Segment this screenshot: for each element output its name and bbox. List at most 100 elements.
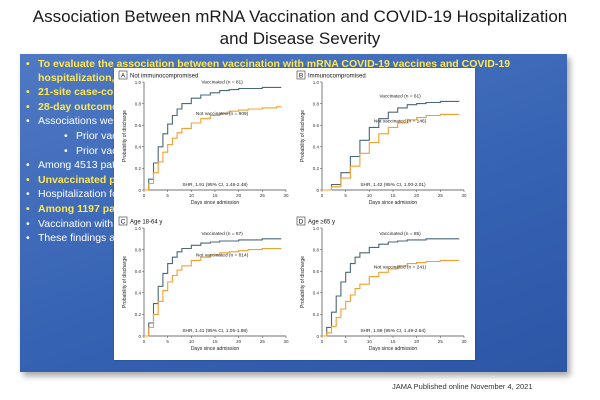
x-tick-label: 15: [212, 339, 218, 344]
y-axis-label: Probability of discharge: [122, 110, 128, 162]
y-axis-label: Probability of discharge: [300, 256, 306, 308]
series-line-not-vaccinated: [322, 259, 460, 337]
x-tick-label: 25: [260, 193, 266, 198]
y-tick-label: 0.2: [135, 312, 142, 317]
y-tick-label: 0.4: [313, 145, 320, 150]
x-tick-label: 0: [143, 193, 146, 198]
panel-letter: C: [121, 219, 126, 226]
panel-letter: B: [299, 73, 303, 80]
panel-title: Not immunocompromised: [130, 74, 198, 80]
y-axis-label: Probability of discharge: [300, 110, 306, 162]
series-label: Vaccinated (n = 81): [201, 79, 243, 85]
x-tick-label: 5: [344, 193, 347, 198]
x-tick-label: 15: [390, 193, 396, 198]
panel-title: Age 18-64 y: [130, 220, 162, 226]
x-tick-label: 20: [236, 193, 242, 198]
panel-title: Age ≥65 y: [308, 220, 335, 226]
panel-letter-box: [296, 70, 306, 80]
x-axis-label: Days since admission: [191, 346, 240, 352]
y-tick-label: 0.8: [135, 101, 142, 106]
x-tick-label: 5: [344, 339, 347, 344]
x-tick-label: 20: [236, 339, 242, 344]
x-tick-label: 30: [283, 193, 289, 198]
y-tick-label: 0: [316, 188, 319, 193]
x-tick-label: 10: [189, 339, 195, 344]
x-tick-label: 15: [212, 193, 218, 198]
panel-title: Immunocompromised: [308, 74, 366, 80]
y-tick-label: 0.6: [313, 123, 320, 128]
y-tick-label: 0.8: [313, 101, 320, 106]
x-tick-label: 0: [143, 339, 146, 344]
x-tick-label: 25: [260, 339, 266, 344]
shr-annotation: SHR, 1.91 (95% CI, 1.48-2.48): [182, 182, 248, 188]
series-label: Not vaccinated (n = 241): [374, 264, 427, 270]
series-label: Not vaccinated (n = 146): [374, 118, 427, 124]
slide-title-line1: Association Between mRNA Vaccination and…: [32, 7, 568, 26]
x-tick-label: 30: [461, 339, 467, 344]
series-line-vaccinated: [144, 238, 282, 337]
series-line-vaccinated: [144, 86, 282, 191]
y-tick-label: 0.2: [135, 166, 142, 171]
panel-letter-box: [296, 216, 306, 226]
series-label: Not vaccinated (n = 909): [196, 111, 249, 117]
panel-letter: D: [299, 219, 304, 226]
y-tick-label: 0.6: [313, 269, 320, 274]
bullet-item: Associations were: [24, 115, 569, 129]
series-label: Vaccinated (n = 61): [379, 93, 421, 99]
y-tick-label: 1.0: [135, 226, 142, 231]
y-tick-label: 0.6: [135, 123, 142, 128]
x-tick-label: 10: [367, 193, 373, 198]
y-tick-label: 0: [316, 334, 319, 339]
shr-annotation: SHR, 1.41 (95% CI, 1.05-1.88): [182, 328, 248, 334]
series-line-vaccinated: [322, 100, 460, 191]
y-tick-label: 0.6: [135, 269, 142, 274]
x-tick-label: 0: [321, 193, 324, 198]
x-tick-label: 30: [283, 339, 289, 344]
y-tick-label: 0.2: [313, 312, 320, 317]
y-tick-label: 0.8: [313, 247, 320, 252]
x-axis-label: Days since admission: [369, 200, 418, 206]
y-tick-label: 0: [138, 334, 141, 339]
y-tick-label: 0.4: [135, 145, 142, 150]
x-tick-label: 20: [414, 193, 420, 198]
chart-panel-c: C Age 18-64 y 0 0.2 0.4 0.6 0.8 1.0 0 5 10 15 20 25 30…: [118, 216, 289, 352]
series-line-not-vaccinated: [144, 106, 282, 191]
y-tick-label: 0.8: [135, 247, 142, 252]
x-tick-label: 15: [390, 339, 396, 344]
series-line-not-vaccinated: [144, 247, 282, 337]
x-tick-label: 5: [166, 339, 169, 344]
y-tick-label: 0.4: [313, 291, 320, 296]
series-label: Vaccinated (n = 85): [379, 231, 421, 237]
x-tick-label: 30: [461, 193, 467, 198]
bullet-item: Unvaccinated pat: [24, 174, 569, 188]
chart-panel-a: A Not immunocompromised 0 0.2 0.4 0.6 0.8 1.0 0 5…: [118, 70, 289, 206]
x-tick-label: 20: [414, 339, 420, 344]
shr-annotation: SHR, 1.42 (95% CI, 1.00-2.01): [360, 182, 426, 188]
x-tick-label: 10: [367, 339, 373, 344]
y-axis-label: Probability of discharge: [122, 256, 128, 308]
shr-annotation: SHR, 1.99 (95% CI, 1.49-2.64): [360, 328, 426, 334]
y-tick-label: 0: [138, 188, 141, 193]
series-line-not-vaccinated: [322, 113, 460, 191]
y-tick-label: 0.4: [135, 291, 142, 296]
x-axis-label: Days since admission: [369, 346, 418, 352]
slide-title: Association Between mRNA Vaccination and…: [0, 6, 600, 50]
x-tick-label: 10: [189, 193, 195, 198]
x-tick-label: 0: [321, 339, 324, 344]
y-tick-label: 0.2: [313, 166, 320, 171]
x-tick-label: 5: [166, 193, 169, 198]
x-tick-label: 25: [438, 193, 444, 198]
series-line-vaccinated: [322, 238, 460, 337]
chart-panel-d: D Age ≥65 y 0 0.2 0.4 0.6 0.8 1.0 0 5 10 15 20 25 30 Da…: [296, 216, 467, 352]
series-label: Vaccinated (n = 57): [201, 231, 243, 237]
x-tick-label: 25: [438, 339, 444, 344]
slide-title-line2: and Disease Severity: [219, 29, 381, 48]
y-tick-label: 1.0: [313, 226, 320, 231]
panel-letter-box: [118, 70, 128, 80]
panel-letter-box: [118, 216, 128, 226]
x-axis-label: Days since admission: [191, 200, 240, 206]
chart-panel-b: B Immunocompromised 0 0.2 0.4 0.6 0.8 1.0 0 5 10 15…: [296, 70, 467, 206]
figure-panel: A Not immunocompromised 0 0.2 0.4 0.6 0.8 1.0 0 5…: [114, 68, 475, 360]
y-tick-label: 1.0: [313, 80, 320, 85]
series-label: Not vaccinated (n = 814): [196, 253, 249, 259]
